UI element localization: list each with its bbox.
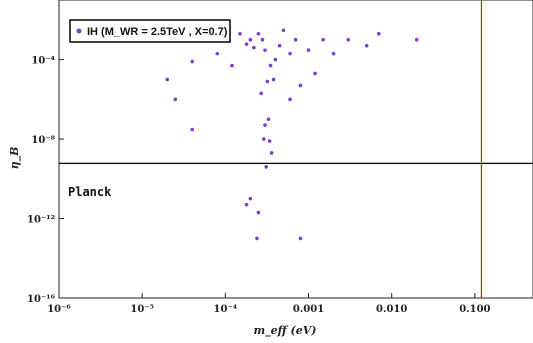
x-tick-label: 10⁻⁴ [214, 304, 238, 315]
y-axis-label: η_B [8, 147, 22, 170]
data-point [259, 91, 264, 96]
data-point [364, 43, 369, 48]
data-point [190, 127, 195, 132]
data-point [277, 43, 282, 48]
data-point [331, 51, 336, 56]
data-point [165, 77, 170, 82]
data-point [230, 63, 234, 68]
data-point [255, 236, 259, 241]
data-point [414, 37, 419, 42]
y-tick-label: 10⁻¹² [27, 215, 55, 226]
data-point [377, 31, 381, 36]
data-point [260, 37, 265, 42]
legend-label: IH (M_WR = 2.5TeV , X=0.7) [87, 26, 228, 38]
points-group [165, 28, 419, 241]
reference-lines-group [59, 0, 533, 298]
data-point [273, 57, 278, 62]
data-point [263, 123, 267, 127]
data-point [256, 31, 261, 36]
ticks-group: 10⁻⁶ 10⁻⁵ 10⁻⁴ 0.001 0.010 0.100 10⁻⁴ 10⁻⁸ 10⁻¹²… [27, 56, 491, 315]
data-point [256, 210, 261, 215]
planck-label: Planck [68, 185, 112, 199]
data-point [346, 37, 351, 42]
legend-box [69, 19, 231, 43]
data-point [271, 77, 276, 82]
x-tick-label: 10⁻⁶ [47, 304, 71, 315]
data-point [248, 196, 253, 201]
data-point [293, 37, 298, 42]
data-point [321, 37, 325, 42]
data-point [281, 28, 286, 33]
x-tick-label: 10⁻⁵ [130, 304, 154, 315]
data-point [264, 165, 269, 169]
data-point [298, 83, 303, 88]
data-point [306, 48, 311, 52]
data-point [298, 236, 303, 241]
x-tick-label: 0.010 [376, 304, 407, 315]
data-point [267, 139, 272, 143]
plot-frame [58, 0, 533, 299]
data-point [262, 137, 266, 141]
data-point [244, 42, 249, 46]
data-point [215, 51, 220, 56]
y-tick-label: 10⁻⁸ [31, 135, 55, 146]
data-point [288, 51, 292, 56]
y-tick-label: 10⁻¹⁶ [27, 294, 56, 305]
legend: IH (M_WR = 2.5TeV , X=0.7) [69, 19, 231, 43]
data-point [263, 48, 267, 52]
x-tick-label: 0.100 [459, 304, 490, 315]
data-point [248, 37, 253, 42]
data-point [244, 202, 249, 207]
legend-marker [76, 28, 82, 34]
data-point [265, 79, 270, 84]
data-point [238, 31, 242, 36]
data-point [252, 45, 256, 50]
data-point [173, 97, 178, 102]
x-tick-label: 0.001 [293, 304, 324, 315]
y-tick-label: 10⁻⁴ [31, 56, 55, 67]
data-point [266, 117, 271, 121]
data-point [269, 151, 274, 155]
data-point [288, 97, 292, 102]
data-point [268, 63, 273, 68]
data-point [313, 71, 317, 76]
data-point [190, 59, 195, 64]
x-axis-label: m_eff (eV) [253, 324, 316, 338]
